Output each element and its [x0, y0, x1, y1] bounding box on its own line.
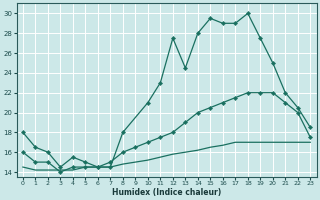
X-axis label: Humidex (Indice chaleur): Humidex (Indice chaleur): [112, 188, 221, 197]
